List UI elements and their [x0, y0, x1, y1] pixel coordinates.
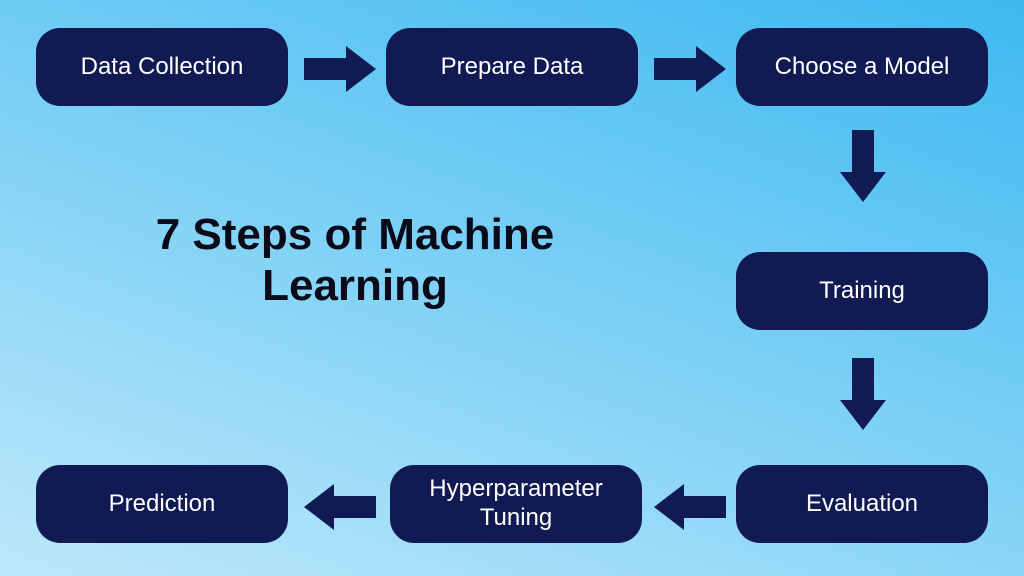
node-label: Evaluation	[806, 490, 918, 519]
node-hyperparameter-tuning: Hyperparameter Tuning	[390, 465, 642, 543]
arrow-2	[652, 44, 728, 94]
node-prediction: Prediction	[36, 465, 288, 543]
node-label: Training	[819, 277, 905, 306]
arrow-5	[652, 482, 728, 532]
arrow-4	[838, 356, 888, 432]
arrow-1	[302, 44, 378, 94]
node-evaluation: Evaluation	[736, 465, 988, 543]
node-label: Prepare Data	[441, 53, 584, 82]
node-label: Choose a Model	[775, 53, 950, 82]
node-choose-a-model: Choose a Model	[736, 28, 988, 106]
node-label: Data Collection	[81, 53, 244, 82]
diagram-title: 7 Steps of Machine Learning	[115, 210, 595, 311]
node-training: Training	[736, 252, 988, 330]
arrow-6	[302, 482, 378, 532]
node-data-collection: Data Collection	[36, 28, 288, 106]
arrow-3	[838, 128, 888, 204]
node-label: Hyperparameter Tuning	[406, 475, 626, 533]
node-label: Prediction	[109, 490, 216, 519]
node-prepare-data: Prepare Data	[386, 28, 638, 106]
